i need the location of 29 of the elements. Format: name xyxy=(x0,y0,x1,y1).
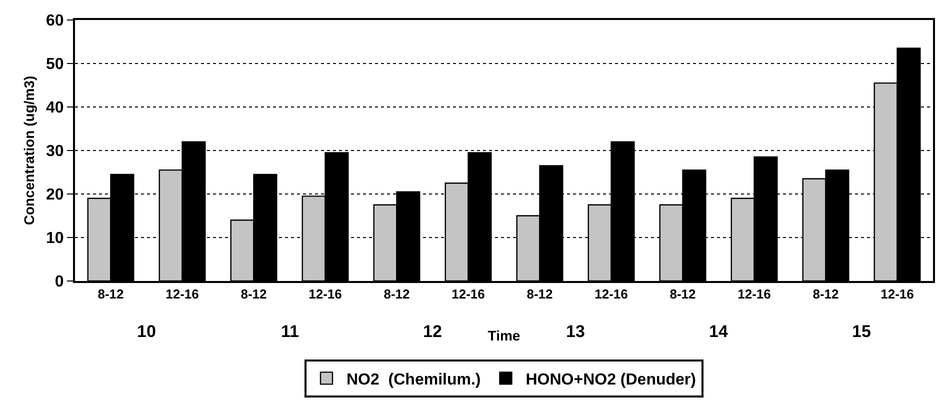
x-tick-label: 8-12 xyxy=(812,286,839,302)
x-tick-label: 12-16 xyxy=(594,286,628,302)
x-tick-label: 12-16 xyxy=(880,286,914,302)
text: 15 xyxy=(852,322,871,341)
x-tick-label: 8-12 xyxy=(98,286,124,302)
x-tick-label: 12-16 xyxy=(308,286,342,302)
y-tick-label: 60 xyxy=(46,12,64,30)
x-tick-label: 8-12 xyxy=(526,286,553,302)
y-tick-label: 0 xyxy=(54,274,64,291)
x-axis-title: Time xyxy=(488,327,520,344)
legend-label: NO2 (Chemilum.) xyxy=(346,371,481,388)
text: 12 xyxy=(423,322,442,341)
y-tick-label: 20 xyxy=(46,186,64,204)
y-axis-title: Concentration (ug/m3) xyxy=(21,76,38,226)
y-tick-label: 30 xyxy=(46,143,64,160)
x-tick-label: 8-12 xyxy=(240,286,267,302)
y-tick-label: 10 xyxy=(46,230,64,248)
legend-label: HONO+NO2 (Denuder) xyxy=(526,371,696,388)
text: 10 xyxy=(137,322,156,341)
x-tick-label: 8-12 xyxy=(384,286,410,302)
text: 14 xyxy=(709,322,728,341)
x-tick-label: 12-16 xyxy=(738,286,771,302)
x-tick-label: 12-16 xyxy=(452,286,485,302)
text: 11 xyxy=(281,322,299,341)
text: 13 xyxy=(566,322,585,341)
y-tick-label: 50 xyxy=(46,56,64,74)
y-tick-label: 40 xyxy=(46,100,64,117)
x-tick-label: 12-16 xyxy=(166,286,199,302)
x-tick-label: 8-12 xyxy=(670,286,696,302)
